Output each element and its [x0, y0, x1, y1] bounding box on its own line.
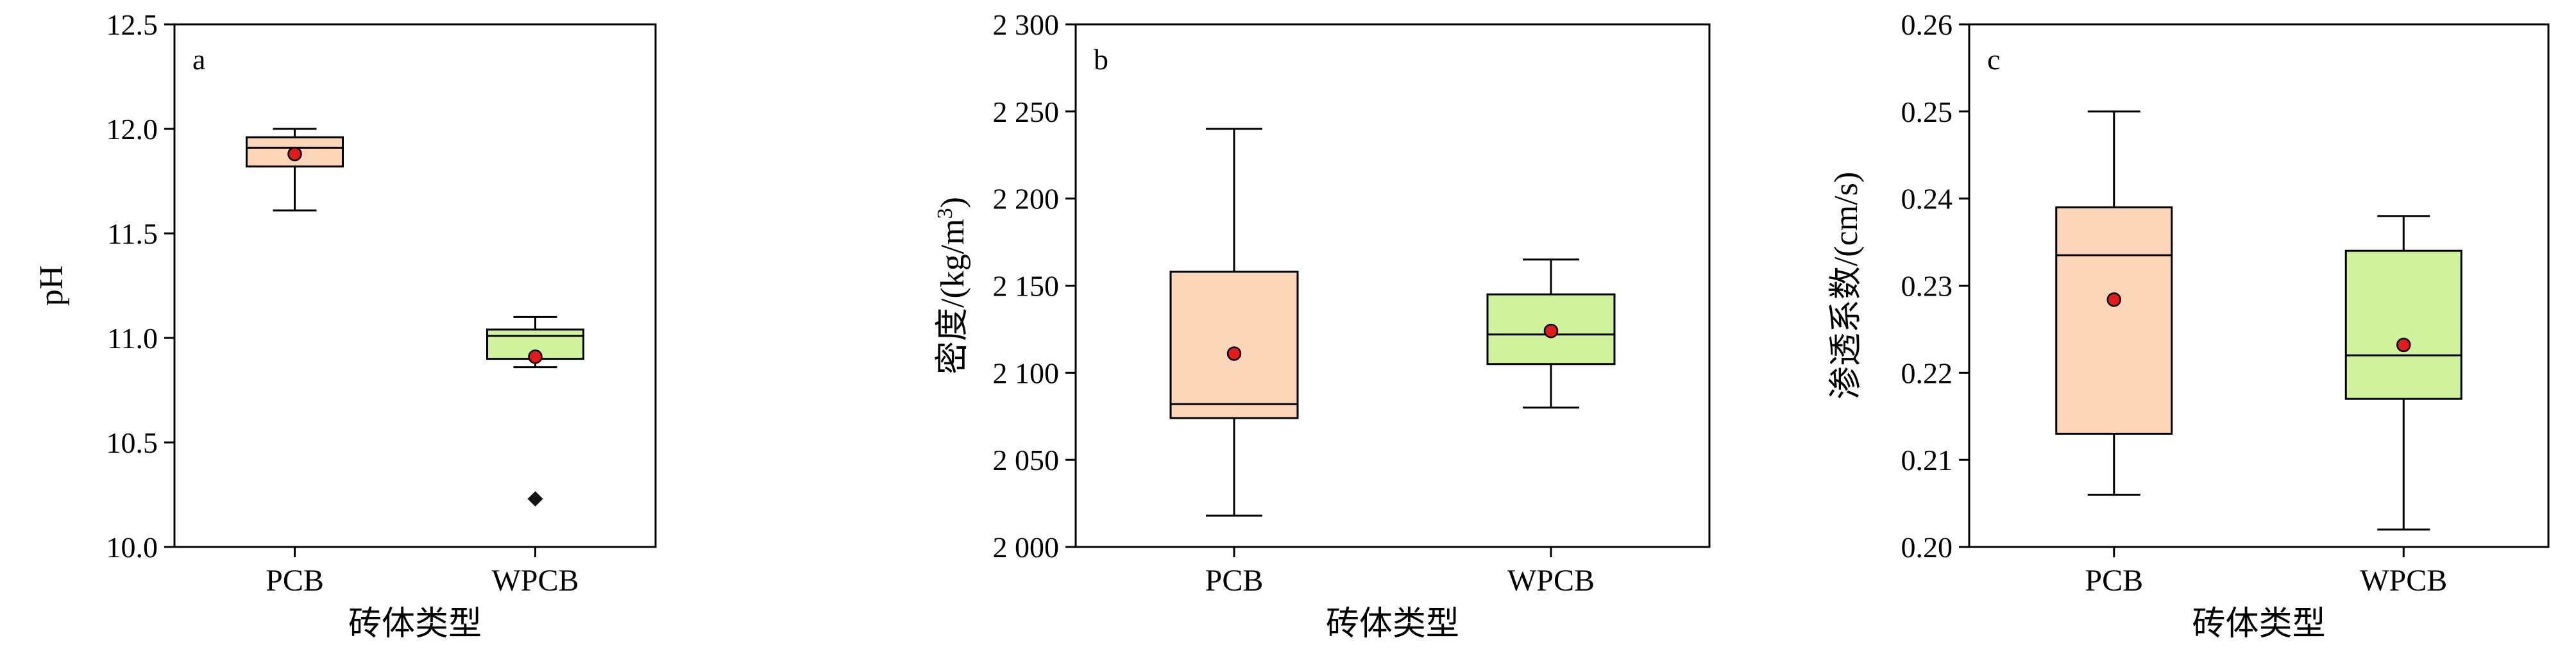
y-tick-label: 2 150 [993, 270, 1060, 303]
y-tick-label: 0.26 [1901, 8, 1953, 41]
panel-a: 10.0 10.5 11.0 11.5 12.0 12.5 PCB WPCB a 砖体类型 pH [33, 8, 657, 643]
iqr-box [2055, 206, 2173, 435]
y-tick-label: 0.20 [1901, 531, 1953, 564]
y-tick-label: 2 100 [993, 357, 1060, 389]
y-axis-title: pH [33, 265, 70, 307]
y-tick-label: 0.25 [1901, 96, 1953, 128]
mean-marker [2396, 337, 2411, 353]
x-axis-title: 砖体类型 [348, 606, 482, 643]
mean-marker [1543, 323, 1559, 339]
panel-c: 0.20 0.21 0.22 0.23 0.24 0.25 0.26 PCB WPCB c 砖体类型… [1828, 8, 2550, 643]
x-tick-label: WPCB [491, 564, 579, 598]
mean-marker [287, 146, 302, 162]
box-pcb [1169, 128, 1299, 517]
y-tick-label: 12.0 [106, 113, 158, 146]
panel-b: 2 000 2 050 2 100 2 150 2 200 2 250 2 300 PCB WP… [933, 8, 1711, 643]
x-axis-title: 砖体类型 [1326, 606, 1459, 643]
y-tick-label: 0.23 [1901, 270, 1953, 303]
plot-frame [173, 23, 657, 548]
x-axis-title: 砖体类型 [2192, 606, 2325, 643]
y-tick-label: 2 300 [993, 8, 1060, 41]
x-tick-label: PCB [1205, 564, 1264, 598]
y-tick-label: 2 000 [993, 531, 1060, 564]
box-wpcb [2344, 215, 2462, 531]
mean-marker [528, 349, 543, 364]
box-wpcb [1486, 258, 1616, 409]
outlier-marker [527, 491, 543, 507]
panel-label: c [1987, 43, 2000, 76]
y-tick-label: 12.5 [106, 8, 158, 41]
x-tick-label: WPCB [1507, 564, 1595, 598]
y-tick-label: 0.24 [1901, 183, 1953, 215]
y-tick-label: 11.5 [107, 217, 158, 250]
panel-label: b [1094, 43, 1108, 76]
mean-marker [2106, 292, 2121, 307]
box-pcb [2055, 110, 2173, 496]
panel-label: a [192, 43, 205, 76]
x-tick-label: PCB [2085, 564, 2143, 598]
y-tick-label: 2 050 [993, 444, 1060, 476]
y-axis-title: 渗透系数/(cm/s) [1828, 172, 1865, 399]
y-tick-label: 0.21 [1901, 444, 1953, 476]
y-tick-label: 11.0 [107, 322, 158, 355]
x-tick-label: PCB [266, 564, 324, 598]
y-tick-label: 0.22 [1901, 357, 1953, 389]
iqr-box [2344, 249, 2462, 400]
y-axis-title: 密度/(kg/m3) [933, 197, 971, 374]
y-tick-label: 2 250 [993, 96, 1060, 128]
box-wpcb [486, 315, 584, 507]
mean-marker [1226, 346, 1242, 361]
x-tick-label: WPCB [2360, 564, 2447, 598]
y-tick-label: 2 200 [993, 183, 1060, 215]
y-tick-label: 10.5 [106, 426, 158, 459]
iqr-box [1169, 271, 1299, 419]
y-tick-label: 10.0 [106, 531, 158, 564]
box-pcb [246, 128, 344, 212]
